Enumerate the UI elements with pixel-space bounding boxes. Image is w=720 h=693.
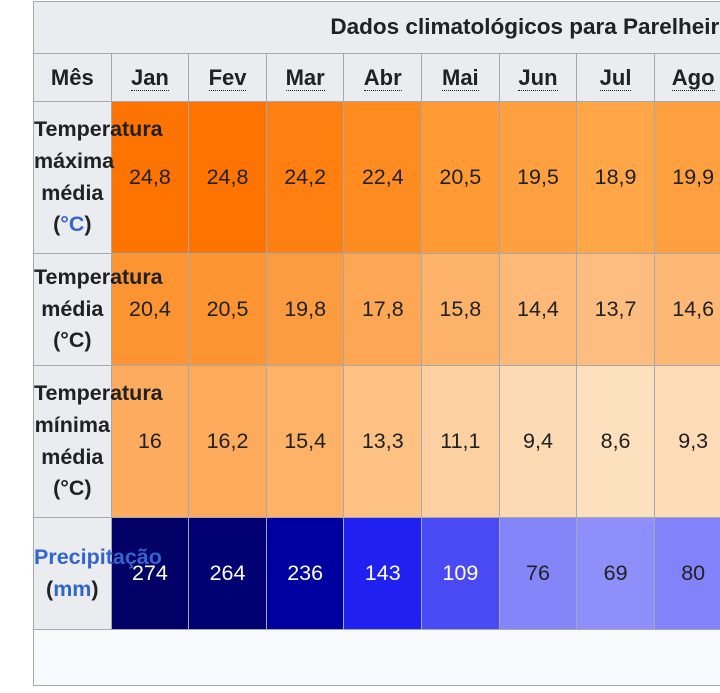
month-abbr-jul[interactable]: Jul	[599, 64, 632, 91]
month-header-jul: Jul	[576, 53, 655, 102]
cell-temperatura-media-ago: 14,6	[653, 253, 720, 366]
cell-temperatura-media-mai: 15,8	[421, 253, 500, 366]
cell-precipitacao-mar: 236	[265, 517, 345, 630]
column-header-mes: Mês	[33, 53, 112, 102]
month-header-ago: Ago	[653, 53, 720, 102]
month-abbr-ago[interactable]: Ago	[671, 64, 715, 91]
row-label-line3-prefix: média (	[41, 444, 104, 501]
row-label-line2: máxima	[34, 148, 115, 173]
climate-data-table: Dados climatológicos para Parelheiros Mê…	[33, 1, 720, 686]
month-header-mai: Mai	[421, 53, 500, 102]
cell-temperatura-media-mar: 19,8	[265, 253, 345, 366]
cell-temperatura-minima-media-fev: 16,2	[188, 365, 267, 518]
table-title-row: Dados climatológicos para Parelheiros	[33, 1, 720, 54]
month-header-jan: Jan	[110, 53, 190, 102]
cell-temperatura-minima-media-ago: 9,3	[653, 365, 720, 518]
cell-temperatura-minima-media-mar: 15,4	[265, 365, 345, 518]
row-label-line1: Temperatura	[34, 265, 163, 290]
unit-celsius: °C	[60, 476, 85, 501]
cell-temperatura-minima-media-jul: 8,6	[576, 365, 655, 518]
row-label-line3-prefix: média (	[41, 296, 104, 353]
cell-precipitacao-ago: 80	[653, 517, 720, 630]
month-header-row: Mês Jan Fev Mar Abr Mai Jun Jul Ago Set …	[33, 53, 720, 102]
row-label-line3-suffix: )	[84, 212, 92, 237]
cell-temperatura-maxima-media-jan: 24,8	[110, 101, 190, 254]
cell-temperatura-media-jun: 14,4	[498, 253, 578, 366]
month-abbr-mai[interactable]: Mai	[442, 64, 479, 91]
table-title: Dados climatológicos para Parelheiros	[33, 1, 720, 54]
unit-link-celsius[interactable]: °C	[60, 212, 85, 237]
cell-precipitacao-jun: 76	[498, 517, 578, 630]
month-abbr-jun[interactable]: Jun	[518, 64, 558, 91]
month-abbr-mar[interactable]: Mar	[285, 64, 325, 91]
table-source-row: Fonte: Climate Data.[4]	[33, 629, 720, 686]
unit-celsius: °C	[60, 328, 85, 353]
row-label-line3-prefix: média (	[41, 180, 104, 237]
row-label-line3-suffix: )	[91, 576, 99, 601]
cell-precipitacao-fev: 264	[188, 517, 267, 630]
row-label-line2: mínima	[34, 412, 110, 437]
cell-precipitacao-mai: 109	[421, 517, 500, 630]
month-header-fev: Fev	[188, 53, 267, 102]
row-label-line3-suffix: )	[84, 328, 92, 353]
month-header-jun: Jun	[498, 53, 578, 102]
unit-link-mm[interactable]: mm	[53, 576, 92, 601]
row-precipitacao: Precipitação (mm) 2742642361431097669801…	[33, 517, 720, 630]
cell-temperatura-minima-media-abr: 13,3	[343, 365, 423, 518]
cell-temperatura-maxima-media-mai: 20,5	[421, 101, 500, 254]
cell-temperatura-media-fev: 20,5	[188, 253, 267, 366]
cell-temperatura-maxima-media-ago: 19,9	[653, 101, 720, 254]
cell-precipitacao-abr: 143	[343, 517, 423, 630]
cell-temperatura-maxima-media-abr: 22,4	[343, 101, 423, 254]
cell-temperatura-maxima-media-jul: 18,9	[576, 101, 655, 254]
row-label-temperatura-minima-media: Temperatura mínima média (°C)	[33, 365, 163, 518]
row-label-temperatura-maxima-media: Temperatura máxima média (°C)	[33, 101, 163, 254]
month-header-mar: Mar	[265, 53, 345, 102]
row-label-line3-suffix: )	[84, 476, 92, 501]
row-label-line3-prefix: (	[46, 576, 54, 601]
row-temperatura-media: Temperatura média (°C) 20,4 20,5 19,8 17,8 1…	[33, 253, 720, 366]
cell-temperatura-media-abr: 17,8	[343, 253, 423, 366]
table-body: Dados climatológicos para Parelheiros Mê…	[33, 1, 720, 686]
row-temperatura-minima-media: Temperatura mínima média (°C) 16 16,2 15,4…	[33, 365, 720, 518]
month-abbr-abr[interactable]: Abr	[363, 64, 402, 91]
cell-temperatura-media-jul: 13,7	[576, 253, 655, 366]
cell-temperatura-minima-media-mai: 11,1	[421, 365, 500, 518]
column-header-mes-label: Mês	[50, 64, 94, 90]
row-temperatura-maxima-media: Temperatura máxima média (°C) 24,8 24,8 24…	[33, 101, 720, 254]
cell-precipitacao-jan: 274	[110, 517, 190, 630]
month-header-abr: Abr	[343, 53, 423, 102]
table-source-cell: Fonte: Climate Data.[4]	[33, 629, 720, 686]
row-label-precipitacao: Precipitação (mm)	[33, 517, 162, 630]
cell-temperatura-minima-media-jan: 16	[110, 365, 190, 518]
month-abbr-jan[interactable]: Jan	[130, 64, 169, 91]
cell-temperatura-maxima-media-mar: 24,2	[265, 101, 345, 254]
cell-temperatura-maxima-media-fev: 24,8	[188, 101, 267, 254]
row-label-line1: Temperatura	[34, 381, 163, 406]
cell-temperatura-minima-media-jun: 9,4	[498, 365, 578, 518]
cell-precipitacao-jul: 69	[576, 517, 655, 630]
row-label-line1: Temperatura	[34, 117, 163, 142]
cell-temperatura-maxima-media-jun: 19,5	[498, 101, 578, 254]
cell-temperatura-media-jan: 20,4	[110, 253, 190, 366]
row-label-temperatura-media: Temperatura média (°C)	[33, 253, 163, 366]
month-abbr-fev[interactable]: Fev	[208, 64, 247, 91]
